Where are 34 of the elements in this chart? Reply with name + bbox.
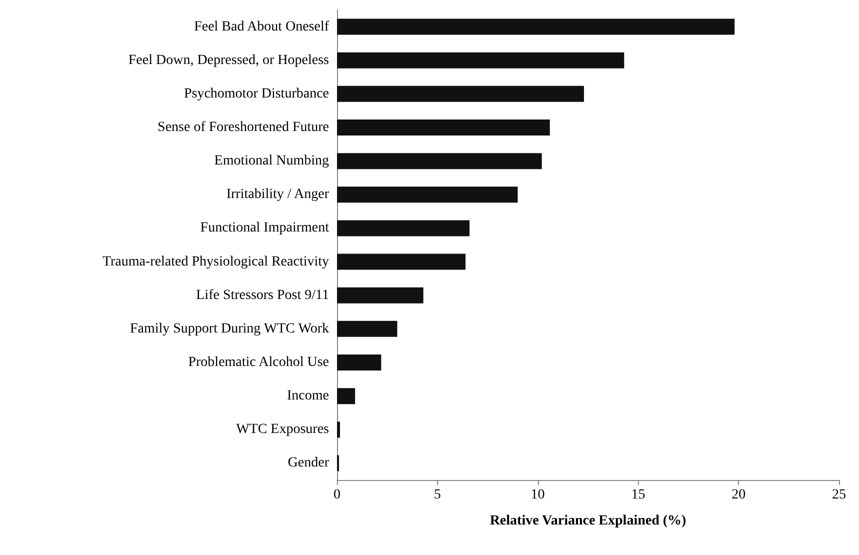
bar <box>337 52 624 68</box>
y-tick-label: WTC Exposures <box>236 422 329 438</box>
bar <box>337 422 340 438</box>
bar <box>337 120 550 136</box>
bar <box>337 18 735 35</box>
bar <box>337 320 398 337</box>
y-tick-label: Feel Down, Depressed, or Hopeless <box>128 52 329 68</box>
y-tick-label: Family Support During WTC Work <box>130 321 329 336</box>
y-tick-label: Psychomotor Disturbance <box>184 86 329 102</box>
y-tick-label: Irritability / Anger <box>226 187 330 202</box>
bar <box>337 153 542 170</box>
bar <box>337 388 356 404</box>
y-tick-label: Functional Impairment <box>200 220 330 236</box>
x-tick-label: 15 <box>631 488 646 502</box>
bar <box>337 354 382 370</box>
bar <box>337 254 466 270</box>
y-tick-label: Feel Bad About Oneself <box>194 19 330 34</box>
bar <box>337 220 470 236</box>
y-tick-label: Life Stressors Post 9/11 <box>196 288 329 303</box>
x-tick-label: 20 <box>732 488 746 502</box>
bar <box>337 86 584 102</box>
bar <box>337 287 424 304</box>
x-tick-label: 5 <box>434 488 441 502</box>
y-tick-label: Emotional Numbing <box>214 154 329 169</box>
y-tick-label: Trauma-related Physiological Reactivity <box>102 254 329 270</box>
x-tick-label: 0 <box>334 488 340 502</box>
x-tick-label: 25 <box>832 488 846 502</box>
bar <box>337 186 518 203</box>
x-axis-title: Relative Variance Explained (%) <box>490 514 687 528</box>
y-tick-label: Gender <box>288 456 330 471</box>
x-tick-label: 10 <box>530 488 545 502</box>
y-tick-label: Problematic Alcohol Use <box>188 355 329 370</box>
y-tick-label: Income <box>287 388 329 404</box>
y-tick-label: Sense of Foreshortened Future <box>158 120 329 135</box>
